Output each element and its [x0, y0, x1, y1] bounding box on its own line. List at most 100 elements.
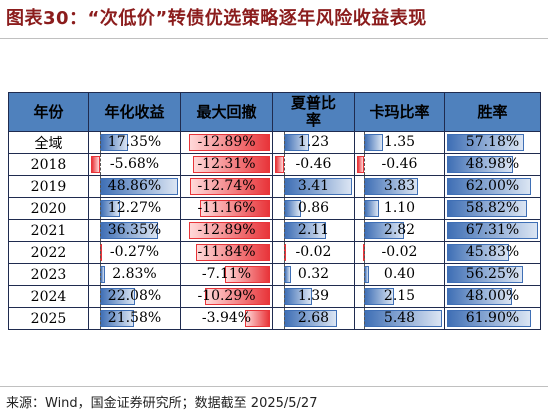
- data-bar-win-rate: [447, 134, 525, 151]
- cell-max-drawdown: -7.11%: [180, 263, 273, 286]
- value-annual-return: 2.83%: [112, 266, 157, 282]
- zero-axis: [100, 242, 102, 263]
- cell-annual-return: 17.35%: [88, 131, 181, 154]
- zero-axis: [100, 220, 102, 241]
- table-row: 2023 2.83% -7.11% 0.32 0.40 56.25%: [8, 263, 541, 286]
- table-row: 2021 36.35% -12.89% 2.11 2.82 67.31%: [8, 219, 541, 242]
- value-win-rate: 57.18%: [465, 134, 520, 150]
- value-sharpe: 2.68: [297, 310, 330, 326]
- value-sharpe: 1.23: [297, 134, 330, 150]
- zero-axis: [100, 198, 102, 219]
- cell-win-rate: 48.98%: [444, 153, 541, 176]
- zero-axis: [363, 198, 365, 219]
- value-max-drawdown: -3.94%: [201, 310, 252, 326]
- cell-sharpe: -0.02: [272, 241, 355, 264]
- cell-sharpe: 0.86: [272, 197, 355, 220]
- cell-year: 全域: [8, 131, 89, 154]
- cell-year: 2021: [8, 219, 89, 242]
- data-bar-max-drawdown: [189, 222, 270, 239]
- value-annual-return: 22.08%: [107, 288, 162, 304]
- cell-calmar: 1.35: [354, 131, 445, 154]
- cell-calmar: 2.15: [354, 285, 445, 308]
- cell-year: 2020: [8, 197, 89, 220]
- cell-calmar: -0.46: [354, 153, 445, 176]
- value-win-rate: 45.83%: [465, 244, 520, 260]
- value-win-rate: 56.25%: [465, 266, 520, 282]
- cell-sharpe: 2.68: [272, 307, 355, 330]
- value-sharpe: -0.02: [295, 244, 332, 260]
- cell-sharpe: 0.32: [272, 263, 355, 286]
- cell-win-rate: 48.00%: [444, 285, 541, 308]
- value-annual-return: 36.35%: [107, 222, 162, 238]
- zero-axis: [363, 308, 365, 329]
- value-sharpe: 1.39: [297, 288, 330, 304]
- data-bar-max-drawdown: [199, 200, 270, 217]
- cell-sharpe: 1.23: [272, 131, 355, 154]
- zero-axis: [284, 308, 286, 329]
- strategy-performance-table: 年份 年化收益 最大回撤 夏普比率 卡玛比率 胜率 全域 17.35% -12.89…: [8, 92, 541, 330]
- cell-annual-return: 12.27%: [88, 197, 181, 220]
- cell-max-drawdown: -12.89%: [180, 219, 273, 242]
- title-divider: [0, 38, 548, 39]
- data-bar-annual-return: [91, 156, 101, 173]
- value-sharpe: 0.86: [297, 200, 330, 216]
- header-year: 年份: [8, 92, 89, 132]
- cell-calmar: 5.48: [354, 307, 445, 330]
- zero-axis: [100, 132, 102, 153]
- header-win-rate: 胜率: [444, 92, 541, 132]
- value-win-rate: 48.98%: [465, 156, 520, 172]
- value-max-drawdown: -7.11%: [201, 266, 252, 282]
- value-calmar: 3.83: [383, 178, 416, 194]
- header-annual-return: 年化收益: [88, 92, 181, 132]
- cell-year: 2024: [8, 285, 89, 308]
- cell-win-rate: 61.90%: [444, 307, 541, 330]
- zero-axis: [284, 132, 286, 153]
- cell-win-rate: 57.18%: [444, 131, 541, 154]
- value-max-drawdown: -11.16%: [197, 200, 256, 216]
- zero-axis: [363, 264, 365, 285]
- value-calmar: 5.48: [383, 310, 416, 326]
- value-sharpe: 2.11: [297, 222, 330, 238]
- figure-title: 图表30：“次低价”转债优选策略逐年风险收益表现: [6, 8, 427, 29]
- zero-axis: [100, 154, 102, 175]
- cell-year: 2019: [8, 175, 89, 198]
- zero-axis: [100, 286, 102, 307]
- cell-max-drawdown: -11.84%: [180, 241, 273, 264]
- zero-axis: [100, 308, 102, 329]
- value-calmar: -0.46: [381, 156, 418, 172]
- cell-annual-return: -5.68%: [88, 153, 181, 176]
- value-annual-return: 17.35%: [107, 134, 162, 150]
- table-row: 2024 22.08% -10.29% 1.39 2.15 48.00%: [8, 285, 541, 308]
- zero-axis: [363, 286, 365, 307]
- value-max-drawdown: -10.29%: [197, 288, 256, 304]
- value-calmar: 1.10: [383, 200, 416, 216]
- data-bar-win-rate: [447, 178, 531, 195]
- cell-max-drawdown: -12.31%: [180, 153, 273, 176]
- data-bar-max-drawdown: [205, 288, 270, 305]
- value-calmar: 0.40: [383, 266, 416, 282]
- value-calmar: -0.02: [381, 244, 418, 260]
- table-row: 2018 -5.68% -12.31% -0.46 -0.46 48.98%: [8, 153, 541, 176]
- zero-axis: [363, 242, 365, 263]
- cell-annual-return: 22.08%: [88, 285, 181, 308]
- cell-calmar: 0.40: [354, 263, 445, 286]
- data-bar-win-rate: [447, 156, 514, 173]
- value-annual-return: 48.86%: [107, 178, 162, 194]
- value-annual-return: 12.27%: [107, 200, 162, 216]
- cell-sharpe: 3.41: [272, 175, 355, 198]
- zero-axis: [363, 176, 365, 197]
- cell-win-rate: 62.00%: [444, 175, 541, 198]
- value-max-drawdown: -11.84%: [197, 244, 256, 260]
- cell-win-rate: 58.82%: [444, 197, 541, 220]
- table-row: 全域 17.35% -12.89% 1.23 1.35 57.18%: [8, 131, 541, 154]
- cell-year: 2023: [8, 263, 89, 286]
- cell-max-drawdown: -11.16%: [180, 197, 273, 220]
- cell-calmar: -0.02: [354, 241, 445, 264]
- value-calmar: 1.35: [383, 134, 416, 150]
- value-max-drawdown: -12.89%: [197, 222, 256, 238]
- cell-year: 2022: [8, 241, 89, 264]
- cell-annual-return: 48.86%: [88, 175, 181, 198]
- cell-sharpe: 1.39: [272, 285, 355, 308]
- cell-year: 2018: [8, 153, 89, 176]
- zero-axis: [363, 220, 365, 241]
